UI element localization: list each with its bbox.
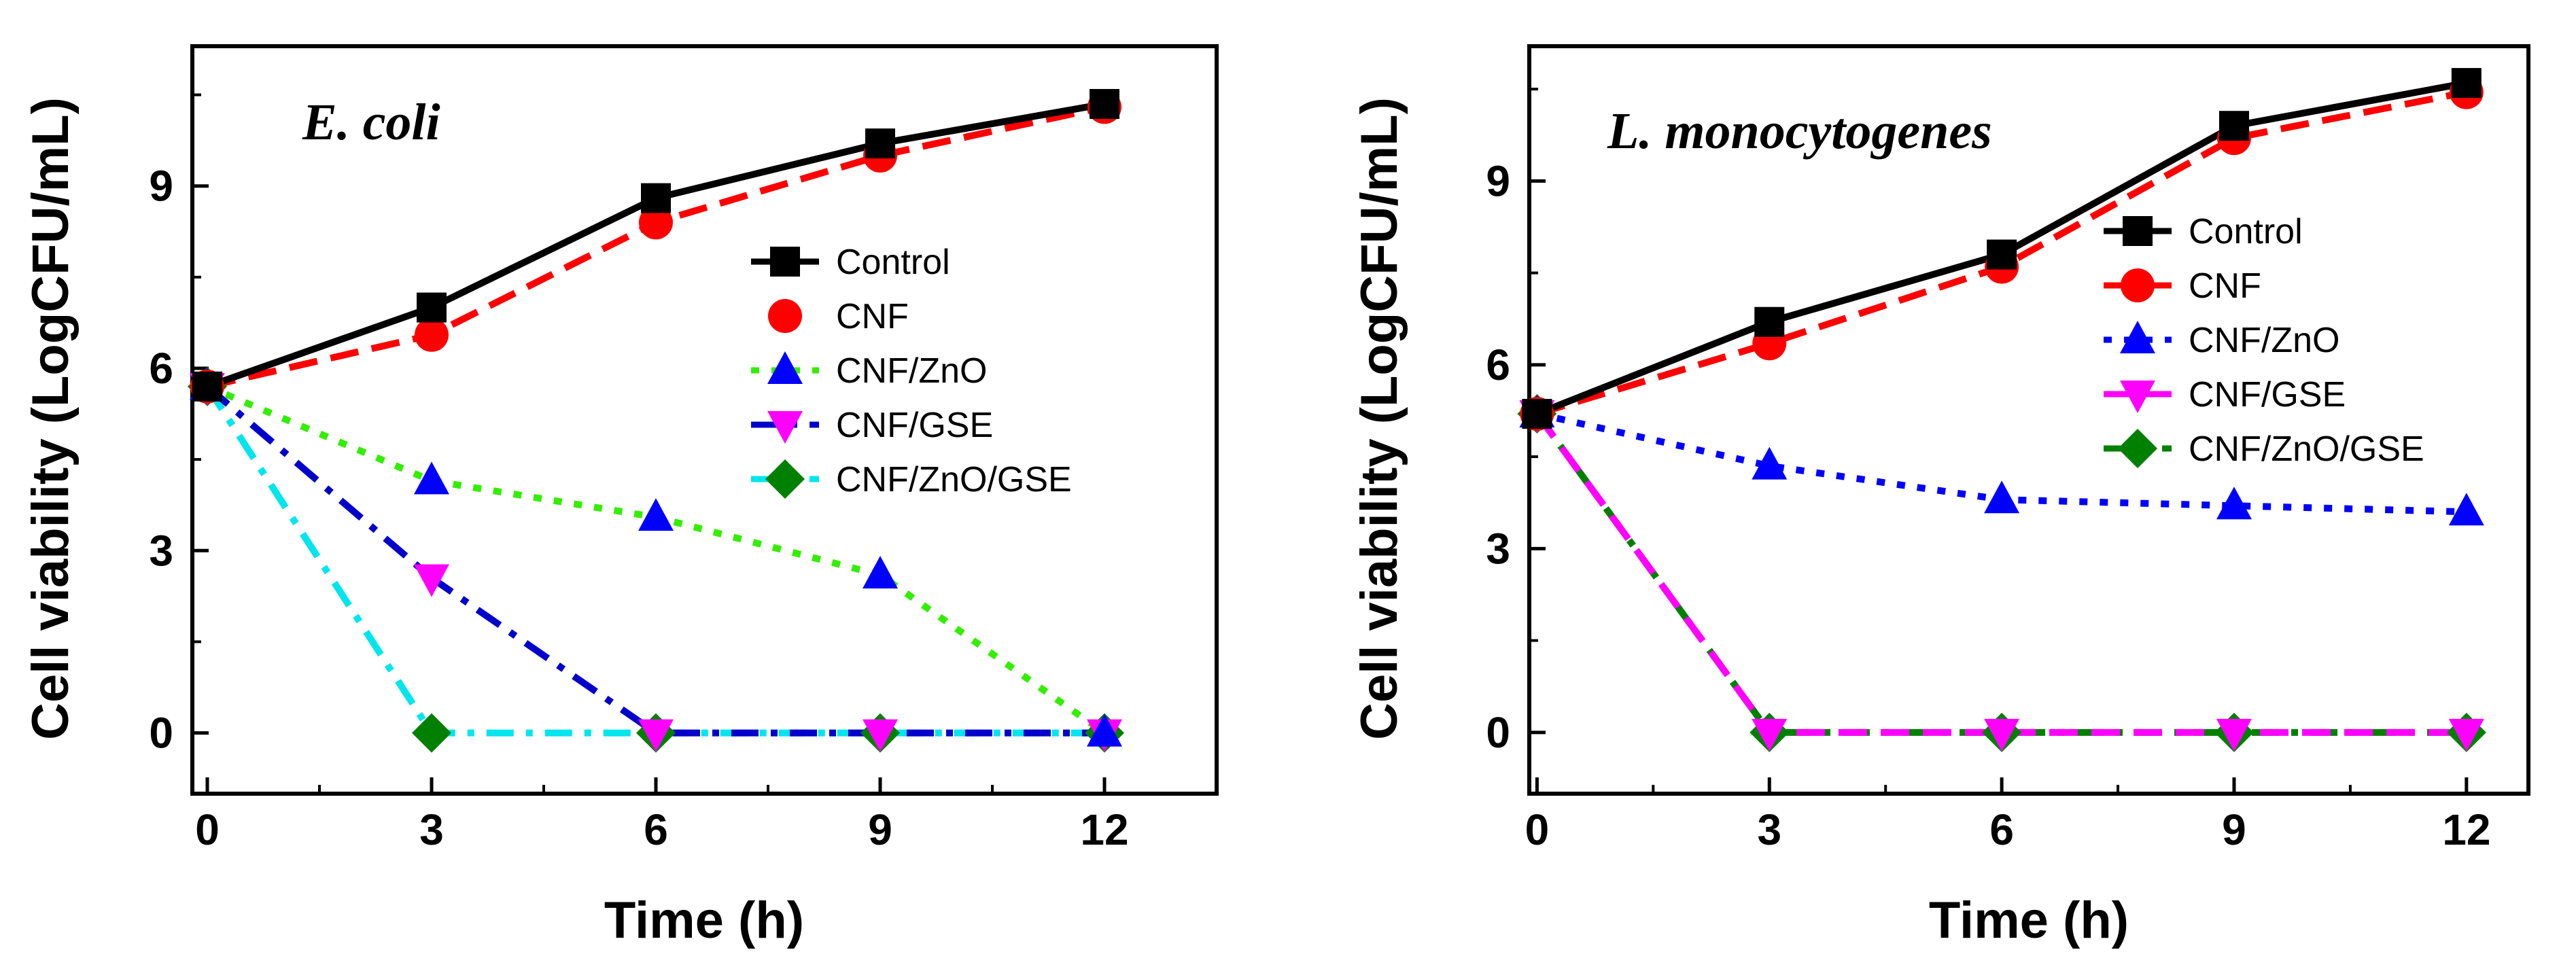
- legend-label: CNF: [2189, 266, 2261, 306]
- data-point-control: [2451, 68, 2482, 99]
- x-tick-label: 9: [2222, 805, 2246, 854]
- data-point-cnf-gse: [1984, 718, 2020, 752]
- legend-label: CNF/GSE: [836, 406, 993, 445]
- legend: Control CNF CNF/ZnO CNF/GSE CNF/ZnO/GSE: [2104, 212, 2424, 469]
- y-tick-label: 6: [149, 344, 173, 393]
- y-tick-label: 0: [149, 709, 173, 758]
- legend-label: CNF/ZnO: [836, 351, 987, 391]
- data-point-control: [2218, 111, 2249, 141]
- legend-marker: [2118, 429, 2157, 468]
- x-tick-label: 6: [1989, 805, 2014, 854]
- data-point-cnf-gse: [638, 719, 674, 752]
- data-point-cnf: [415, 317, 449, 352]
- data-point-control: [1754, 306, 1785, 337]
- data-point-control: [1090, 88, 1119, 119]
- legend-label: Control: [2189, 212, 2303, 251]
- series-markers: [1517, 68, 2486, 752]
- y-axis-title: Cell viability (LogCFU/mL): [22, 97, 80, 740]
- data-point-cnf-gse: [1752, 718, 1788, 752]
- y-tick-label: 6: [1486, 340, 1510, 389]
- y-axis-title: Cell viability (LogCFU/mL): [1351, 97, 1408, 740]
- legend-marker: [2123, 216, 2153, 246]
- y-tick-label: 9: [149, 162, 173, 211]
- data-point-cnf: [639, 205, 673, 240]
- data-point-control: [865, 128, 895, 159]
- y-tick-label: 0: [1486, 708, 1510, 757]
- data-point-cnf-zno: [2448, 493, 2484, 526]
- legend-marker: [767, 351, 803, 384]
- x-tick-label: 6: [644, 805, 668, 854]
- x-axis-title: Time (h): [604, 892, 804, 949]
- data-point-cnf-zno: [1752, 446, 1788, 480]
- legend-label: CNF/GSE: [2189, 375, 2346, 415]
- legend-label: CNF/ZnO/GSE: [836, 460, 1072, 499]
- x-tick-labels: 0 3 6 9 12: [195, 805, 1128, 854]
- plot-frame: [190, 44, 1219, 796]
- data-point-control: [641, 183, 671, 213]
- x-tick-label: 12: [2442, 805, 2490, 854]
- data-point-control: [1522, 398, 1552, 429]
- chart-panel-ecoli: 0 3 6 9 12 0 3 6 9 E. coli Time (h) Cell viabil…: [22, 44, 1219, 949]
- legend-label: Control: [836, 243, 950, 282]
- axis-ticks: [1529, 88, 2469, 794]
- x-tick-label: 0: [1525, 805, 1550, 854]
- legend-label: CNF: [836, 297, 909, 336]
- data-point-cnf-zno: [414, 461, 449, 495]
- x-axis-title: Time (h): [1929, 892, 2129, 949]
- y-tick-label: 3: [149, 526, 173, 575]
- x-tick-label: 3: [1757, 805, 1781, 854]
- x-tick-label: 0: [195, 805, 220, 854]
- series-line-cnf-gse: [1534, 412, 2467, 736]
- chart-panel-lmonocytogenes: 0 3 6 9 12 0 3 6 9 L. monocytogenes Time (h) Ce…: [1351, 44, 2530, 949]
- panel-title: L. monocytogenes: [1607, 103, 1992, 160]
- data-point-cnf-zno: [1984, 480, 2020, 514]
- legend-marker: [2120, 381, 2155, 413]
- legend-label: CNF/ZnO/GSE: [2189, 429, 2424, 469]
- series-line-cnf-zno-gse: [204, 385, 1104, 737]
- x-tick-label: 12: [1080, 805, 1128, 854]
- axis-ticks: [192, 93, 1107, 794]
- legend-marker: [2120, 321, 2155, 353]
- y-tick-label: 9: [1486, 156, 1510, 205]
- data-point-cnf-zno: [2216, 487, 2252, 520]
- legend: Control CNF CNF/ZnO CNF/GSE CNF/ZnO/GSE: [751, 243, 1072, 499]
- data-point-control: [1987, 239, 2017, 270]
- data-point-cnf-zno-gse: [412, 713, 451, 753]
- data-point-control: [192, 371, 222, 402]
- legend-label: CNF/ZnO: [2189, 321, 2339, 360]
- data-point-cnf-gse: [863, 719, 898, 752]
- data-point-cnf-zno: [638, 498, 674, 531]
- x-tick-label: 3: [419, 805, 444, 854]
- legend-marker: [767, 411, 803, 444]
- panel-title: E. coli: [302, 94, 440, 151]
- legend-marker: [770, 247, 800, 277]
- data-point-cnf-gse: [414, 564, 449, 597]
- data-point-cnf-gse: [2216, 718, 2252, 752]
- x-tick-labels: 0 3 6 9 12: [1525, 805, 2491, 854]
- series-markers: [188, 88, 1124, 753]
- y-tick-label: 3: [1486, 524, 1510, 573]
- data-point-control: [417, 292, 447, 323]
- data-point-cnf-gse: [2448, 718, 2484, 752]
- data-point-cnf-zno: [863, 556, 898, 589]
- legend-marker: [768, 299, 802, 333]
- data-point-cnf-zno: [1087, 713, 1122, 747]
- y-tick-labels: 0 3 6 9: [149, 162, 173, 758]
- legend-marker: [2121, 268, 2155, 302]
- x-tick-label: 9: [868, 805, 892, 854]
- legend-marker: [765, 459, 805, 499]
- y-tick-labels: 0 3 6 9: [1486, 156, 1510, 756]
